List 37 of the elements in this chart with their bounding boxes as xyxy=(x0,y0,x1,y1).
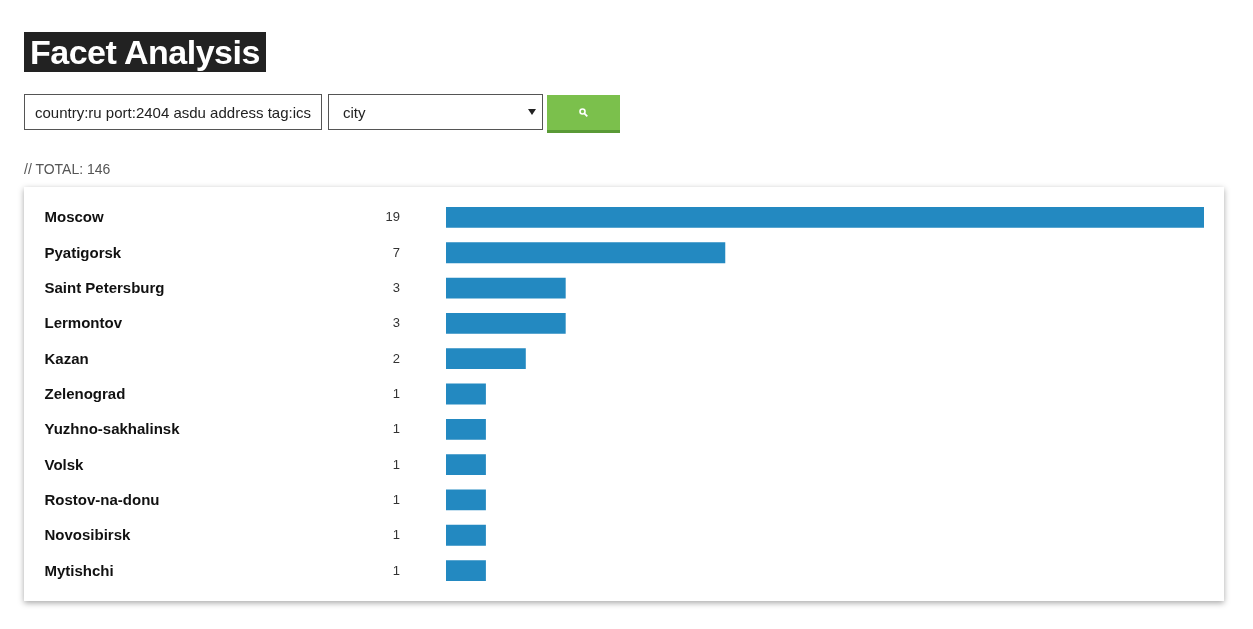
bar xyxy=(446,524,486,546)
text: Facet Analysis xyxy=(24,32,266,72)
dropdown-field: city xyxy=(328,94,543,130)
bar xyxy=(446,312,566,334)
bar xyxy=(446,454,486,476)
bar xyxy=(446,277,566,299)
bar xyxy=(446,489,486,511)
data-label: 1 xyxy=(392,491,400,507)
bar xyxy=(446,383,486,405)
y-tick-label: Zelenograd xyxy=(44,385,126,402)
bar xyxy=(446,418,486,440)
y-tick-label: Novosibirsk xyxy=(44,526,132,544)
search-field: country:ru port:2404 asdu address tag:ics xyxy=(24,94,322,130)
y-tick-label: Volsk xyxy=(44,455,85,473)
data-label: 3 xyxy=(392,315,400,331)
y-tick-label: Rostov-na-donu xyxy=(44,490,160,508)
y-tick-label: Mytishchi xyxy=(44,561,114,579)
y-tick-label: Kazan xyxy=(44,349,89,367)
data-label: 7 xyxy=(392,244,400,260)
bar xyxy=(446,207,1204,228)
bar xyxy=(446,242,726,264)
y-tick-label: Saint Petersburg xyxy=(44,279,165,297)
data-label: 1 xyxy=(392,562,400,578)
y-tick-label: Pyatigorsk xyxy=(44,243,122,261)
data-label: 2 xyxy=(392,350,400,366)
data-label: 19 xyxy=(385,209,400,225)
bar xyxy=(446,348,526,370)
y-tick-label: Yuzhno-sakhalinsk xyxy=(44,420,181,438)
data-label: 1 xyxy=(392,527,400,543)
data-label: 1 xyxy=(392,456,400,472)
text: // TOTAL: 146 xyxy=(24,161,111,177)
y-tick-label: Lermontov xyxy=(44,314,123,332)
y-tick-label: Moscow xyxy=(44,208,104,226)
bar xyxy=(446,560,486,581)
data-label: 1 xyxy=(392,386,400,401)
data-label: 1 xyxy=(392,421,400,437)
data-label: 3 xyxy=(392,280,400,296)
